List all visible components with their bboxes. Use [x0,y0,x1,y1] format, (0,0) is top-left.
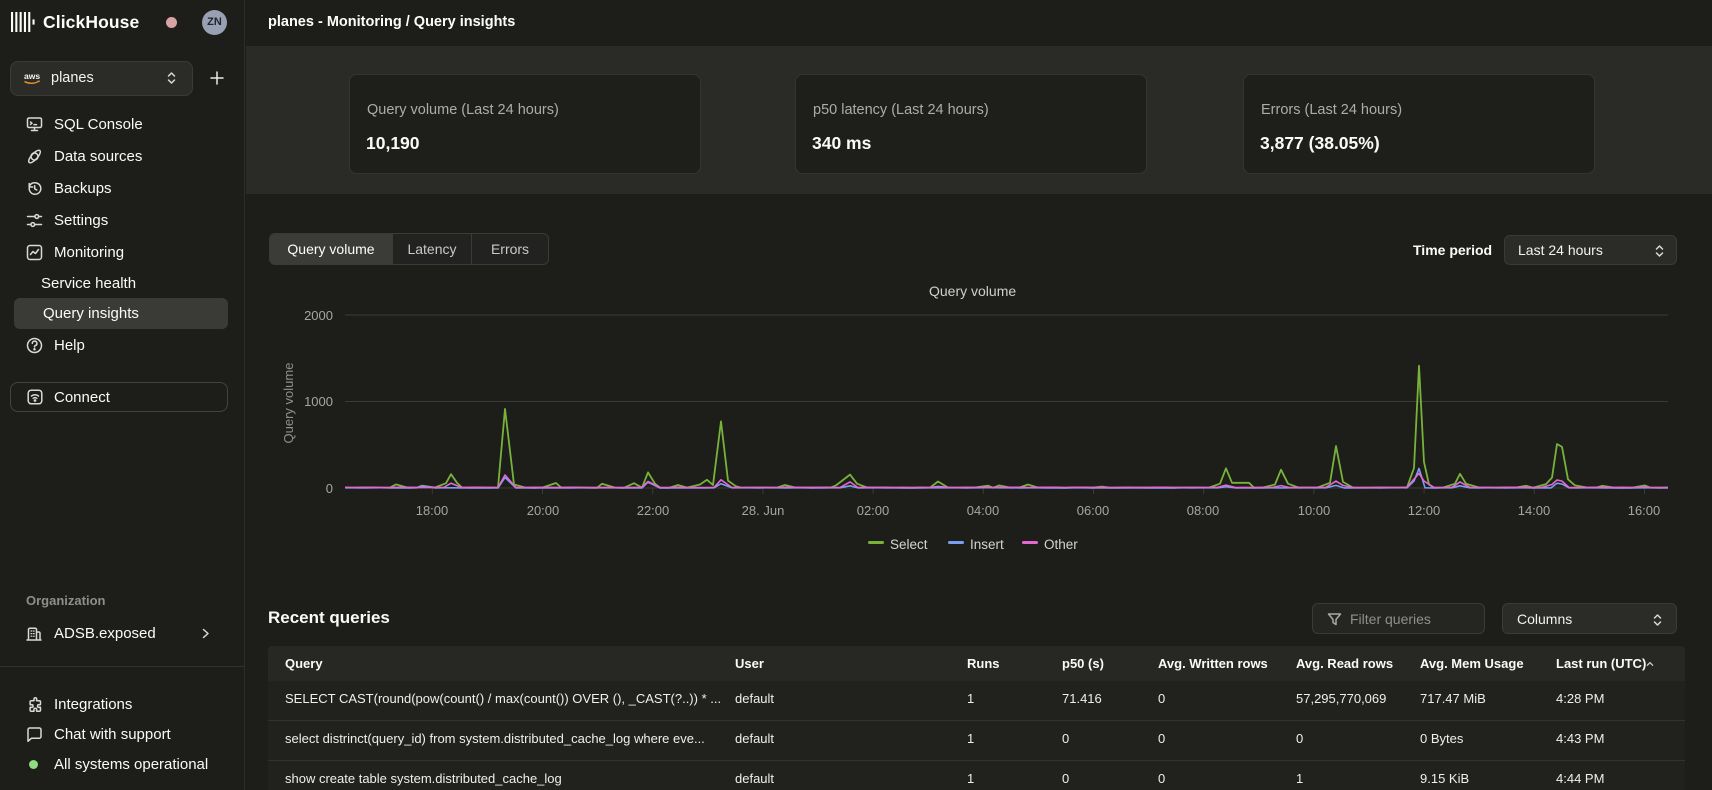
svg-text:aws: aws [24,71,40,81]
svg-text:Other: Other [1044,537,1078,552]
svg-text:12:00: 12:00 [1408,503,1441,518]
svg-text:0: 0 [326,481,333,496]
svg-text:02:00: 02:00 [857,503,890,518]
svg-text:Select: Select [890,537,928,552]
svg-text:Query volume: Query volume [281,363,296,444]
svg-text:22:00: 22:00 [637,503,670,518]
svg-text:20:00: 20:00 [527,503,560,518]
svg-text:18:00: 18:00 [416,503,449,518]
svg-text:Insert: Insert [970,537,1004,552]
svg-text:1000: 1000 [304,394,333,409]
svg-text:06:00: 06:00 [1077,503,1110,518]
svg-text:14:00: 14:00 [1518,503,1551,518]
svg-text:04:00: 04:00 [967,503,1000,518]
svg-text:2000: 2000 [304,308,333,323]
svg-text:16:00: 16:00 [1628,503,1661,518]
svg-text:28. Jun: 28. Jun [742,503,785,518]
svg-text:08:00: 08:00 [1187,503,1220,518]
svg-text:10:00: 10:00 [1298,503,1331,518]
